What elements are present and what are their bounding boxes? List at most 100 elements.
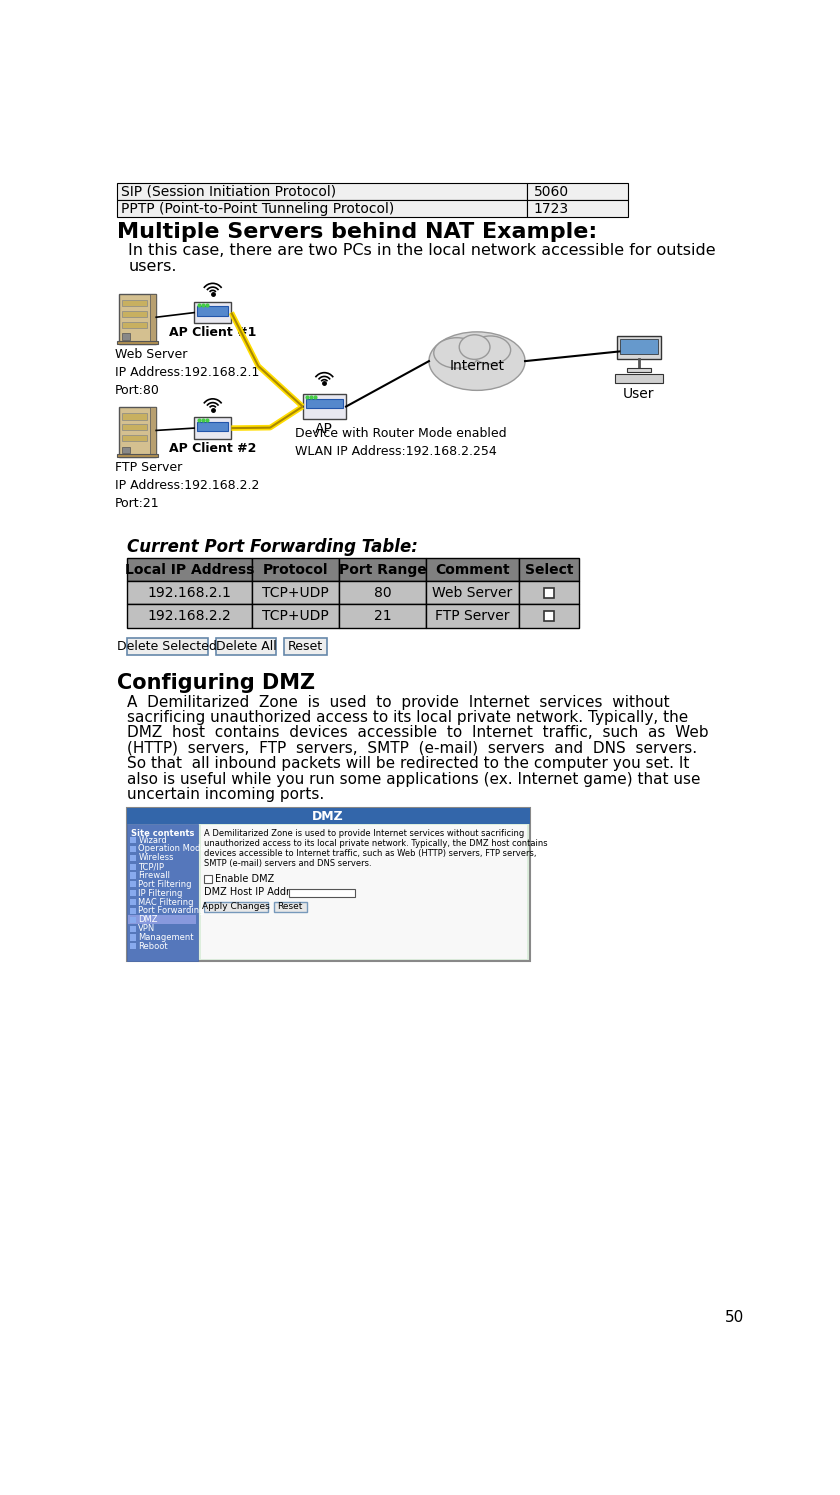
Text: User: User xyxy=(623,387,654,401)
FancyBboxPatch shape xyxy=(197,306,228,315)
FancyBboxPatch shape xyxy=(426,582,519,604)
FancyBboxPatch shape xyxy=(127,809,530,824)
Text: Internet: Internet xyxy=(449,359,505,372)
Text: Web Server: Web Server xyxy=(433,586,512,599)
Text: Select: Select xyxy=(525,562,574,577)
Text: Configuring DMZ: Configuring DMZ xyxy=(117,673,315,694)
Text: FTP Server: FTP Server xyxy=(435,608,510,623)
Text: FTP Server
IP Address:192.168.2.2
Port:21: FTP Server IP Address:192.168.2.2 Port:2… xyxy=(115,462,260,510)
FancyBboxPatch shape xyxy=(216,638,276,655)
Text: Port Range: Port Range xyxy=(339,562,427,577)
FancyBboxPatch shape xyxy=(204,876,212,884)
Text: Device with Router Mode enabled
WLAN IP Address:192.168.2.254: Device with Router Mode enabled WLAN IP … xyxy=(295,426,507,457)
FancyBboxPatch shape xyxy=(130,898,136,904)
Ellipse shape xyxy=(433,338,480,368)
FancyBboxPatch shape xyxy=(122,425,147,431)
FancyBboxPatch shape xyxy=(519,582,580,604)
Text: DMZ: DMZ xyxy=(139,915,158,924)
FancyBboxPatch shape xyxy=(284,638,327,655)
FancyBboxPatch shape xyxy=(194,302,231,323)
Text: devices accessible to Internet traffic, such as Web (HTTP) servers, FTP servers,: devices accessible to Internet traffic, … xyxy=(204,849,537,858)
Text: So that  all inbound packets will be redirected to the computer you set. It: So that all inbound packets will be redi… xyxy=(127,756,689,771)
Text: Site contents: Site contents xyxy=(131,830,194,839)
Text: Multiple Servers behind NAT Example:: Multiple Servers behind NAT Example: xyxy=(117,221,597,242)
FancyBboxPatch shape xyxy=(119,295,156,344)
FancyBboxPatch shape xyxy=(617,336,661,359)
Text: DMZ: DMZ xyxy=(312,810,344,822)
Text: (HTTP)  servers,  FTP  servers,  SMTP  (e-mail)  servers  and  DNS  servers.: (HTTP) servers, FTP servers, SMTP (e-mai… xyxy=(127,740,697,756)
Ellipse shape xyxy=(459,335,490,359)
Text: Enable DMZ: Enable DMZ xyxy=(215,875,275,885)
Text: AP Client #2: AP Client #2 xyxy=(169,443,256,454)
FancyBboxPatch shape xyxy=(130,890,136,897)
FancyBboxPatch shape xyxy=(252,558,339,582)
FancyBboxPatch shape xyxy=(290,888,355,897)
Text: PPTP (Point-to-Point Tunneling Protocol): PPTP (Point-to-Point Tunneling Protocol) xyxy=(121,202,395,215)
FancyBboxPatch shape xyxy=(122,300,147,306)
FancyBboxPatch shape xyxy=(118,454,158,457)
FancyBboxPatch shape xyxy=(528,184,628,200)
Text: Web Server
IP Address:192.168.2.1
Port:80: Web Server IP Address:192.168.2.1 Port:8… xyxy=(115,348,260,398)
FancyBboxPatch shape xyxy=(519,604,580,628)
FancyBboxPatch shape xyxy=(119,407,156,457)
FancyBboxPatch shape xyxy=(528,200,628,217)
Text: Reset: Reset xyxy=(288,640,323,653)
FancyBboxPatch shape xyxy=(197,422,228,431)
FancyBboxPatch shape xyxy=(130,934,136,940)
Text: A Demilitarized Zone is used to provide Internet services without sacrificing: A Demilitarized Zone is used to provide … xyxy=(204,830,524,839)
Text: Protocol: Protocol xyxy=(263,562,328,577)
Text: IP Filtering: IP Filtering xyxy=(139,888,183,897)
FancyBboxPatch shape xyxy=(339,604,426,628)
Text: Comment: Comment xyxy=(435,562,510,577)
Text: 80: 80 xyxy=(374,586,391,599)
Text: 5060: 5060 xyxy=(533,185,569,199)
FancyBboxPatch shape xyxy=(426,558,519,582)
FancyBboxPatch shape xyxy=(194,417,231,440)
FancyBboxPatch shape xyxy=(274,901,307,912)
FancyBboxPatch shape xyxy=(122,333,130,339)
FancyBboxPatch shape xyxy=(130,873,136,879)
FancyBboxPatch shape xyxy=(426,604,519,628)
FancyBboxPatch shape xyxy=(129,915,197,924)
Text: DMZ Host IP Address:: DMZ Host IP Address: xyxy=(204,888,309,897)
FancyBboxPatch shape xyxy=(201,825,527,960)
Text: Port Filtering: Port Filtering xyxy=(139,881,192,890)
FancyBboxPatch shape xyxy=(306,399,343,408)
FancyBboxPatch shape xyxy=(127,582,252,604)
Text: 21: 21 xyxy=(374,608,391,623)
Text: TCP+UDP: TCP+UDP xyxy=(262,586,329,599)
FancyBboxPatch shape xyxy=(117,200,528,217)
FancyBboxPatch shape xyxy=(150,407,156,457)
FancyBboxPatch shape xyxy=(519,558,580,582)
FancyBboxPatch shape xyxy=(130,855,136,861)
Text: 50: 50 xyxy=(725,1310,744,1325)
Ellipse shape xyxy=(429,332,525,390)
FancyBboxPatch shape xyxy=(127,604,252,628)
FancyBboxPatch shape xyxy=(150,295,156,344)
Text: 192.168.2.1: 192.168.2.1 xyxy=(148,586,231,599)
FancyBboxPatch shape xyxy=(122,311,147,317)
Text: Reset: Reset xyxy=(277,901,303,910)
Text: 1723: 1723 xyxy=(533,202,569,215)
Text: unauthorized access to its local private network. Typically, the DMZ host contai: unauthorized access to its local private… xyxy=(204,839,548,848)
FancyBboxPatch shape xyxy=(122,414,147,420)
FancyBboxPatch shape xyxy=(130,916,136,922)
FancyBboxPatch shape xyxy=(117,184,528,200)
Text: Current Port Forwarding Table:: Current Port Forwarding Table: xyxy=(127,538,417,556)
FancyBboxPatch shape xyxy=(130,837,136,843)
Text: TCP/IP: TCP/IP xyxy=(139,863,165,872)
Text: AP Client #1: AP Client #1 xyxy=(169,326,256,339)
Text: Wireless: Wireless xyxy=(139,854,174,863)
Text: SIP (Session Initiation Protocol): SIP (Session Initiation Protocol) xyxy=(121,185,336,199)
FancyBboxPatch shape xyxy=(127,824,198,961)
Text: Port Forwarding: Port Forwarding xyxy=(139,906,205,915)
Text: Wizard: Wizard xyxy=(139,836,167,845)
FancyBboxPatch shape xyxy=(130,943,136,949)
FancyBboxPatch shape xyxy=(118,341,158,344)
Text: Operation Mode: Operation Mode xyxy=(139,845,206,854)
Text: sacrificing unauthorized access to its local private network. Typically, the: sacrificing unauthorized access to its l… xyxy=(127,710,688,725)
FancyBboxPatch shape xyxy=(627,368,651,372)
Text: MAC Filtering: MAC Filtering xyxy=(139,897,194,906)
Text: VPN: VPN xyxy=(139,924,155,933)
Text: Firewall: Firewall xyxy=(139,872,171,881)
